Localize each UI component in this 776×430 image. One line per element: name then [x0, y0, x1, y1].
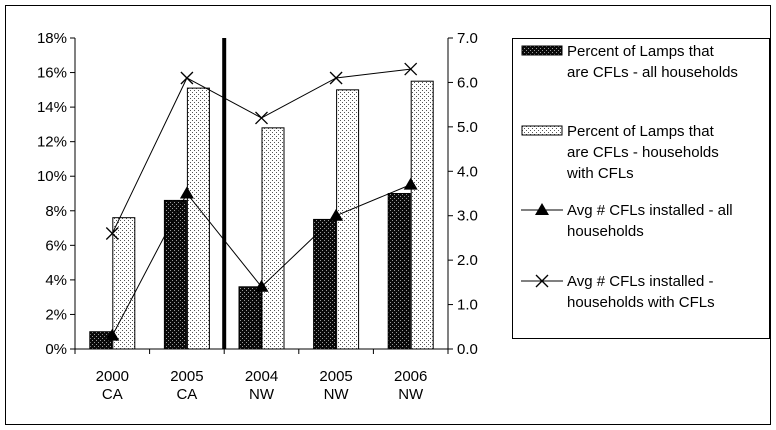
right-tick-label: 7.0 [457, 30, 478, 47]
x-marker-stroke [404, 62, 418, 76]
bar-all-households [387, 193, 411, 350]
left-tick-label: 16% [37, 65, 67, 82]
left-tick-label: 12% [37, 134, 67, 151]
legend-bar-households-with-cfls-text: are CFLs - households [567, 144, 719, 161]
category-label-year: 2004 [245, 368, 278, 385]
point-avg-households-with-cfls [180, 71, 194, 85]
legend-bar-households-with-cfls-text: with CFLs [566, 165, 634, 182]
left-tick-label: 6% [45, 237, 67, 254]
x-marker-stroke [105, 227, 119, 240]
legend-line-avg-all-households-text: households [567, 223, 644, 240]
point-avg-all-households [329, 208, 344, 221]
category-label-region: CA [102, 386, 123, 403]
left-tick-label: 14% [37, 99, 67, 116]
category-label-year: 2005 [170, 368, 203, 385]
category-label-region: CA [176, 386, 197, 403]
category-label-region: NW [398, 386, 424, 403]
point-avg-all-households [179, 186, 194, 199]
right-tick-label: 1.0 [457, 297, 478, 314]
left-tick-label: 8% [45, 203, 67, 220]
bar-all-households [238, 286, 262, 350]
right-tick-label: 5.0 [457, 119, 478, 136]
point-avg-households-with-cfls [404, 62, 418, 76]
legend-line-avg-households-with-cfls-swatch-marker [535, 274, 549, 288]
point-avg-households-with-cfls [255, 111, 268, 125]
bar-all-households [313, 218, 337, 350]
left-tick-label: 18% [37, 30, 67, 47]
left-tick-label: 10% [37, 168, 67, 185]
legend-bar-all-households-swatch [521, 45, 563, 56]
x-marker-stroke [329, 71, 343, 85]
left-tick-label: 2% [45, 306, 67, 323]
point-avg-all-households [254, 279, 269, 292]
point-avg-households-with-cfls [105, 227, 119, 240]
x-marker-stroke [180, 71, 194, 85]
category-label-year: 2005 [319, 368, 352, 385]
category-label-year: 2000 [96, 368, 129, 385]
point-avg-all-households [105, 328, 120, 341]
legend: Percent of Lamps that are CFLs - all hous… [512, 38, 770, 339]
legend-bar-households-with-cfls-text: Percent of Lamps that [567, 123, 715, 140]
category-label-year: 2006 [394, 368, 427, 385]
bar-all-households [163, 199, 187, 350]
legend-line-avg-all-households-text: Avg # CFLs installed - all [567, 202, 733, 219]
legend-line-avg-all-households-swatch-marker [535, 203, 549, 215]
bar-households-with-cfls [186, 87, 210, 350]
category-label-region: NW [249, 386, 275, 403]
legend-bar-all-households-text: are CFLs - all households [567, 64, 738, 81]
legend-bar-all-households-text: Percent of Lamps that [567, 43, 715, 60]
x-marker-stroke [535, 274, 549, 288]
bar-households-with-cfls [410, 80, 434, 350]
right-tick-label: 2.0 [457, 252, 478, 269]
legend-bar-households-with-cfls-swatch [521, 125, 563, 136]
right-tick-label: 0.0 [457, 341, 478, 358]
x-marker-stroke [255, 111, 268, 125]
point-avg-households-with-cfls [329, 71, 343, 85]
right-tick-label: 4.0 [457, 163, 478, 180]
plot-area: 0% 2% 4% 6% 8% 10% 12% 14% 16% 18% 0.0 1.0 2.0 3.0 4.0… [37, 30, 478, 403]
legend-line-avg-households-with-cfls-text: households with CFLs [567, 294, 715, 311]
legend-box [512, 38, 770, 339]
legend-line-avg-households-with-cfls-text: Avg # CFLs installed - [567, 273, 713, 290]
right-tick-label: 6.0 [457, 74, 478, 91]
left-tick-label: 4% [45, 272, 67, 289]
category-label-region: NW [324, 386, 350, 403]
point-avg-all-households [403, 177, 418, 190]
right-tick-label: 3.0 [457, 208, 478, 225]
left-tick-label: 0% [45, 341, 67, 358]
bar-households-with-cfls [261, 127, 285, 350]
